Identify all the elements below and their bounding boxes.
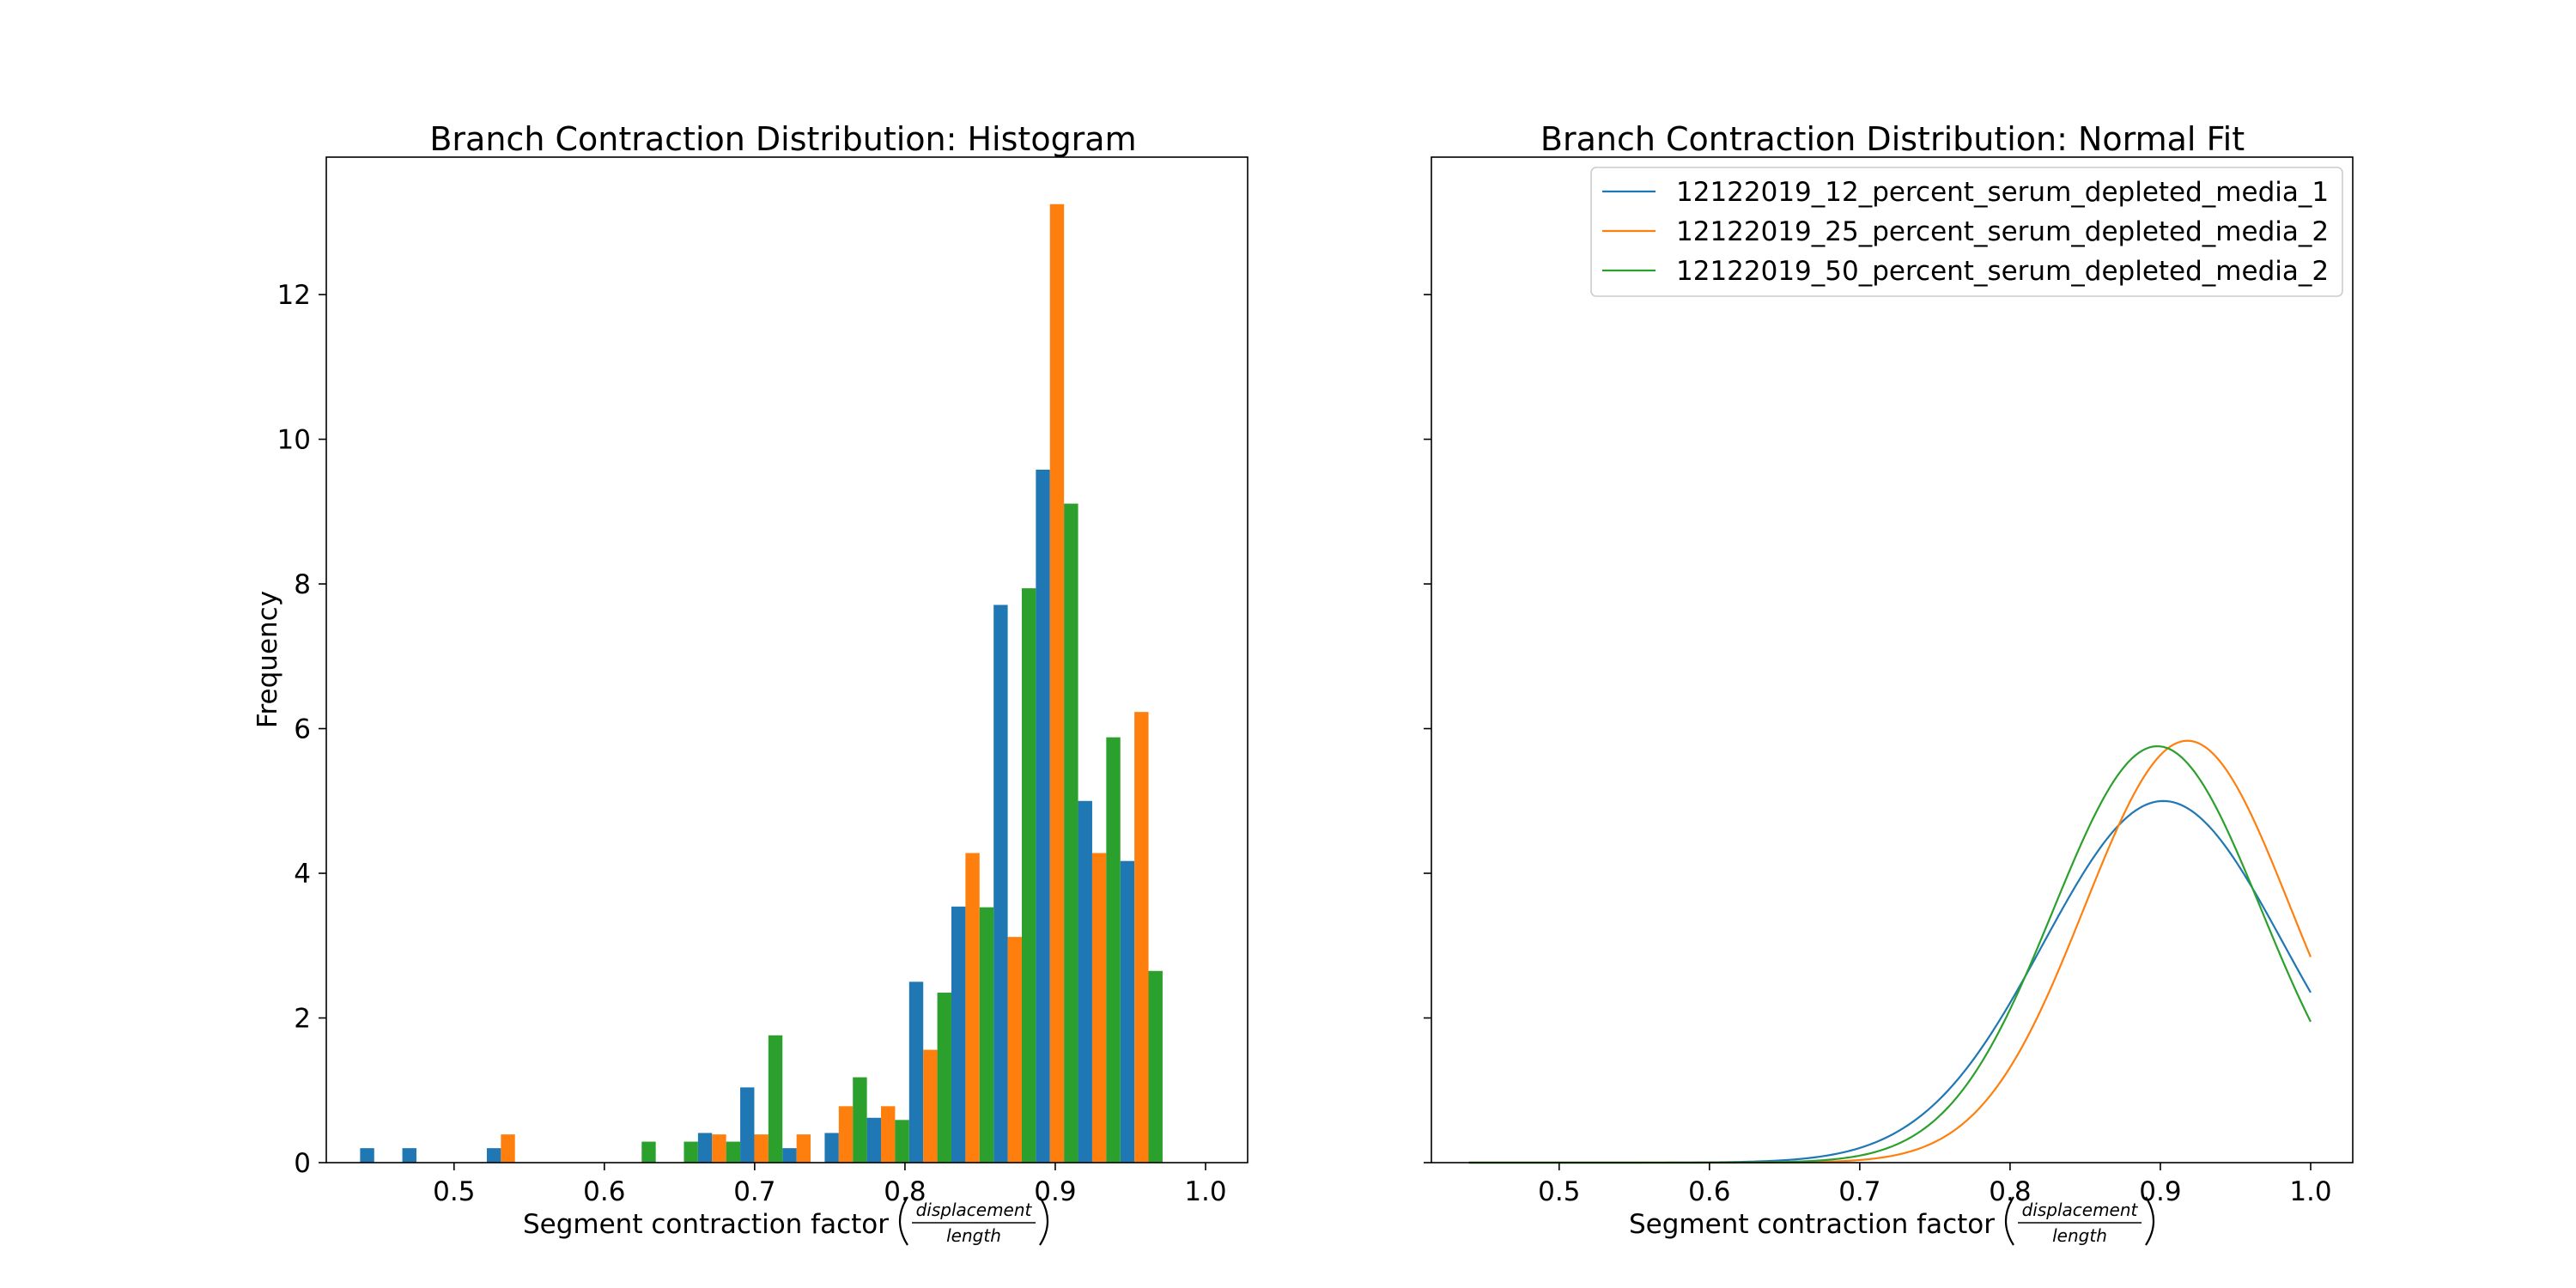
histogram-bar-series-1 bbox=[697, 1133, 713, 1163]
normal-fit-y-ticks bbox=[1424, 294, 1431, 1163]
histogram-bar-series-3 bbox=[683, 1141, 698, 1163]
histogram-bar-series-3 bbox=[1021, 588, 1036, 1163]
legend: 12122019_12_percent_serum_depleted_media… bbox=[1590, 167, 2343, 297]
histogram-bar-series-2 bbox=[754, 1134, 769, 1163]
histogram-bar-series-1 bbox=[782, 1148, 797, 1163]
normal-fit-xlabel-left-paren bbox=[2004, 1196, 2014, 1246]
histogram-xtick-label: 0.5 bbox=[433, 1176, 475, 1207]
histogram-bar-series-1 bbox=[824, 1133, 839, 1163]
normal-fit-curves bbox=[1468, 739, 2312, 1164]
normal-fit-curve-series-3 bbox=[1468, 744, 2312, 1164]
histogram-bar-series-3 bbox=[853, 1077, 867, 1163]
histogram-bar-series-2 bbox=[881, 1106, 896, 1163]
histogram-x-ticks: 0.5 0.6 0.7 0.8 0.9 1.0 bbox=[433, 1163, 1227, 1207]
histogram-xlabel-left-paren bbox=[898, 1196, 908, 1246]
histogram-bar-series-3 bbox=[979, 907, 994, 1163]
histogram-xlabel: Segment contraction factor displacement … bbox=[523, 1196, 1049, 1246]
histogram-bar-series-2 bbox=[1134, 712, 1149, 1163]
normal-fit-panel: Branch Contraction Distribution: Normal … bbox=[1424, 120, 2354, 1246]
normal-fit-curve-series-1 bbox=[1468, 799, 2312, 1164]
normal-fit-x-ticks: 0.5 0.6 0.7 0.8 0.9 1.0 bbox=[1538, 1163, 2332, 1207]
histogram-bar-series-2 bbox=[501, 1134, 515, 1163]
histogram-bar-series-2 bbox=[923, 1049, 938, 1163]
histogram-bars bbox=[360, 204, 1163, 1163]
histogram-bar-series-1 bbox=[486, 1148, 501, 1163]
histogram-bar-series-2 bbox=[796, 1134, 811, 1163]
histogram-bar-series-1 bbox=[951, 906, 966, 1163]
histogram-bar-series-3 bbox=[1148, 970, 1163, 1163]
histogram-title: Branch Contraction Distribution: Histogr… bbox=[429, 120, 1136, 158]
normal-fit-axes-frame bbox=[1431, 156, 2354, 1163]
histogram-ytick-label: 2 bbox=[294, 1004, 311, 1035]
histogram-panel: Branch Contraction Distribution: Histogr… bbox=[252, 120, 1249, 1246]
histogram-bar-series-3 bbox=[1106, 737, 1121, 1163]
normal-fit-xlabel-right-paren bbox=[2145, 1196, 2155, 1246]
normal-fit-xlabel-text: Segment contraction factor bbox=[1629, 1209, 1995, 1240]
histogram-bar-series-1 bbox=[740, 1087, 755, 1163]
histogram-bar-series-3 bbox=[895, 1120, 909, 1163]
normal-fit-xtick-label: 0.7 bbox=[1838, 1176, 1880, 1207]
normal-fit-xtick-label: 0.5 bbox=[1538, 1176, 1580, 1207]
histogram-bar-series-2 bbox=[1091, 853, 1107, 1163]
legend-label-1: 12122019_12_percent_serum_depleted_media… bbox=[1676, 177, 2329, 208]
histogram-xlabel-denominator: length bbox=[946, 1225, 1001, 1246]
histogram-xlabel-text: Segment contraction factor bbox=[523, 1209, 889, 1240]
histogram-bar-series-1 bbox=[360, 1148, 374, 1163]
histogram-xtick-label: 0.7 bbox=[733, 1176, 775, 1207]
histogram-bar-series-2 bbox=[838, 1106, 854, 1163]
normal-fit-xtick-label: 0.6 bbox=[1688, 1176, 1730, 1207]
histogram-bar-series-3 bbox=[641, 1141, 656, 1163]
histogram-ytick-label: 8 bbox=[294, 569, 311, 600]
legend-label-3: 12122019_50_percent_serum_depleted_media… bbox=[1676, 256, 2329, 287]
histogram-xtick-label: 0.6 bbox=[583, 1176, 625, 1207]
normal-fit-xlabel-numerator: displacement bbox=[2022, 1200, 2139, 1220]
histogram-bar-series-1 bbox=[866, 1117, 882, 1163]
normal-fit-xlabel: Segment contraction factor displacement … bbox=[1629, 1196, 2155, 1246]
histogram-bar-series-1 bbox=[402, 1148, 416, 1163]
histogram-xlabel-right-paren bbox=[1039, 1196, 1049, 1246]
histogram-xtick-label: 1.0 bbox=[1184, 1176, 1226, 1207]
legend-label-2: 12122019_25_percent_serum_depleted_media… bbox=[1676, 216, 2329, 247]
histogram-ytick-label: 6 bbox=[294, 714, 311, 745]
histogram-xtick-label: 0.9 bbox=[1034, 1176, 1076, 1207]
histogram-ylabel: Frequency bbox=[252, 591, 283, 728]
histogram-axes-frame bbox=[325, 156, 1249, 1163]
legend-box bbox=[1590, 167, 2343, 297]
histogram-ytick-label: 10 bbox=[277, 425, 311, 456]
normal-fit-xtick-label: 0.9 bbox=[2139, 1176, 2181, 1207]
histogram-bar-series-1 bbox=[1120, 860, 1135, 1163]
histogram-bar-series-1 bbox=[1078, 800, 1092, 1163]
histogram-xlabel-numerator: displacement bbox=[916, 1200, 1033, 1220]
histogram-bar-series-2 bbox=[712, 1134, 726, 1163]
histogram-y-ticks: 0 2 4 6 8 10 12 bbox=[277, 280, 326, 1179]
normal-fit-curve-series-2 bbox=[1468, 739, 2312, 1164]
histogram-bar-series-2 bbox=[965, 853, 980, 1163]
normal-fit-xlabel-denominator: length bbox=[2052, 1225, 2107, 1246]
histogram-ytick-label: 4 bbox=[294, 859, 311, 890]
histogram-bar-series-3 bbox=[937, 993, 951, 1163]
histogram-bar-series-3 bbox=[1064, 503, 1078, 1163]
histogram-ytick-label: 0 bbox=[294, 1148, 311, 1179]
normal-fit-title: Branch Contraction Distribution: Normal … bbox=[1540, 120, 2245, 158]
histogram-bar-series-2 bbox=[1049, 204, 1065, 1163]
histogram-bar-series-1 bbox=[993, 605, 1008, 1163]
histogram-bar-series-2 bbox=[1007, 937, 1022, 1163]
histogram-bar-series-3 bbox=[726, 1141, 741, 1163]
normal-fit-xtick-label: 1.0 bbox=[2289, 1176, 2331, 1207]
histogram-bar-series-1 bbox=[1036, 469, 1050, 1163]
histogram-bar-series-1 bbox=[908, 981, 924, 1163]
histogram-ytick-label: 12 bbox=[277, 280, 311, 311]
histogram-bar-series-3 bbox=[768, 1035, 783, 1163]
